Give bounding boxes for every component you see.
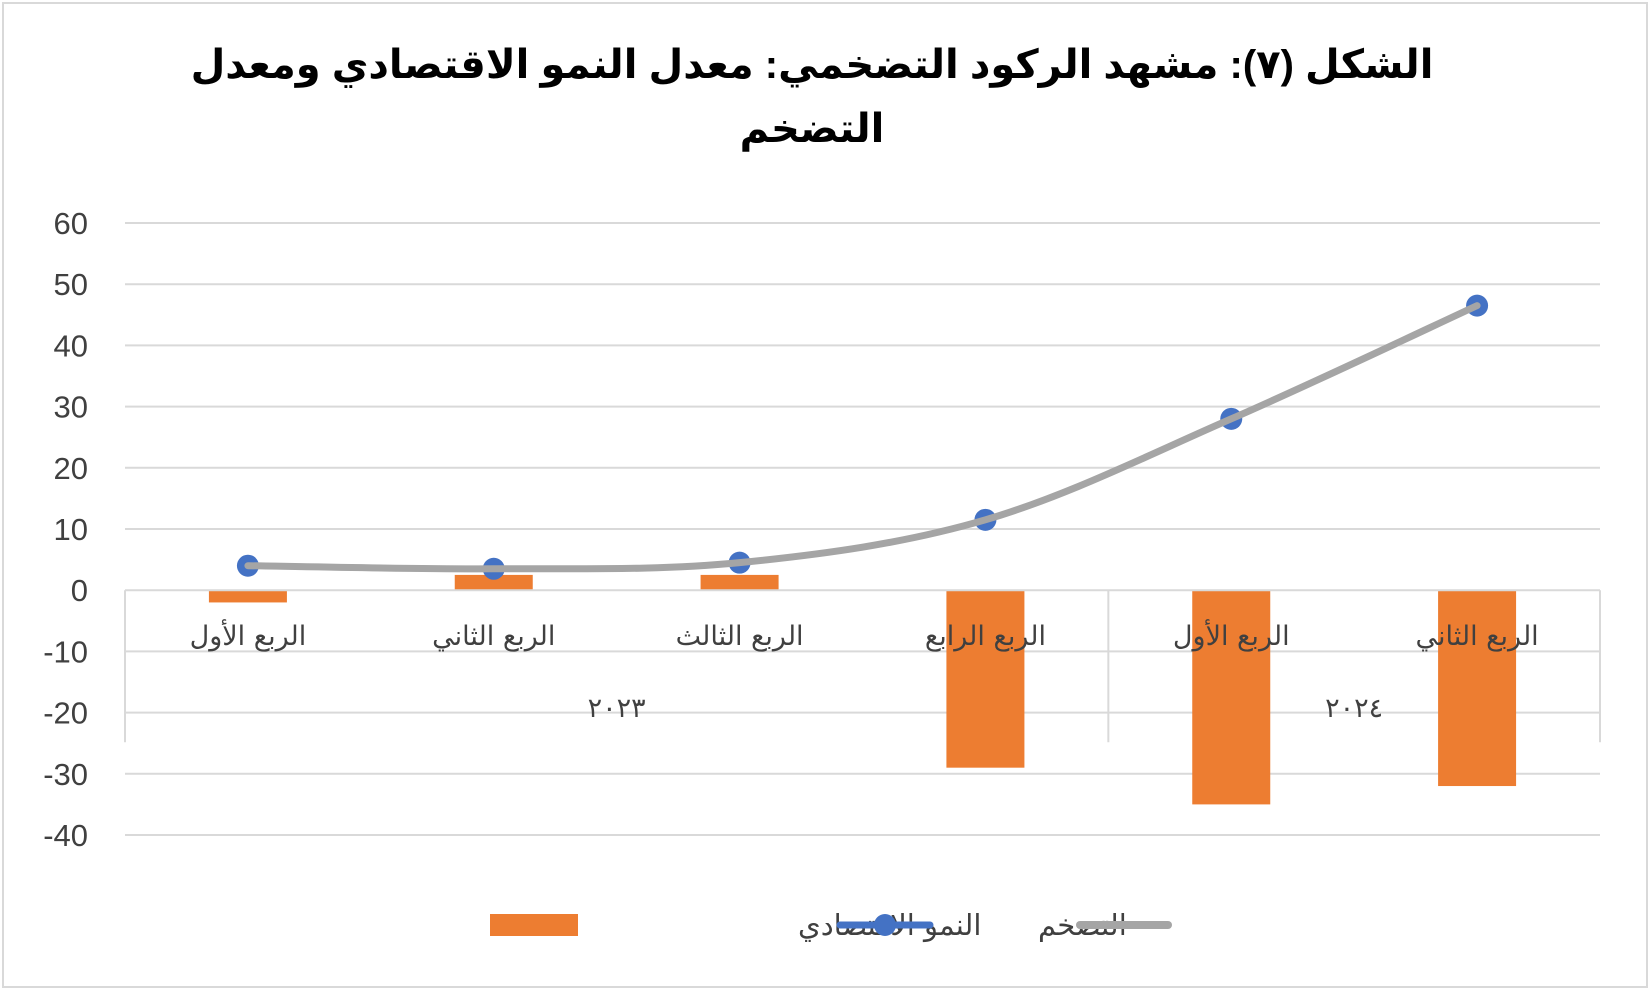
chart-title-line2: التضخم [740, 107, 885, 152]
legend-marker-inflation [874, 914, 896, 936]
y-tick-label: 60 [54, 206, 88, 241]
y-tick-label: -40 [43, 818, 88, 853]
line-series [236, 294, 1489, 580]
bar-growth [1192, 590, 1271, 805]
bar-series [208, 574, 1517, 805]
x-tick-label: الربع الرابع [925, 621, 1046, 652]
x-tick-label: الربع الثاني [1415, 621, 1538, 652]
y-tick-label: 20 [54, 451, 88, 486]
trend-line [244, 302, 1481, 573]
y-tick-label: -30 [43, 757, 88, 792]
gridlines [125, 222, 1600, 836]
y-tick-label: 40 [54, 328, 88, 363]
bar-growth [454, 574, 533, 591]
x-tick-label: الربع الأول [1173, 618, 1290, 652]
group-label: ٢٠٢٣ [588, 693, 646, 724]
y-tick-label: 10 [54, 512, 88, 547]
bar-growth [208, 590, 287, 603]
y-tick-label: -20 [43, 696, 88, 731]
bar-growth [700, 574, 779, 591]
y-tick-label: 30 [54, 390, 88, 425]
legend-swatch-growth [490, 914, 578, 936]
category-axis: الربع الأول الربع الثاني الربع الثالث الربع… [124, 589, 1601, 743]
y-axis-ticks: -40 -30 -20 -10 0 10 20 30 40 50 60 [43, 206, 88, 853]
chart-title-line1: الشكل (٧): مشهد الركود التضخمي: معدل الن… [191, 43, 1434, 88]
y-tick-label: 50 [54, 267, 88, 302]
group-label: ٢٠٢٤ [1325, 693, 1383, 724]
bar-growth [1438, 590, 1517, 787]
y-tick-label: -10 [43, 634, 88, 669]
x-tick-label: الربع الثالث [676, 621, 804, 652]
bar-growth [946, 590, 1025, 768]
x-tick-label: الربع الثاني [432, 621, 555, 652]
x-tick-label: الربع الأول [190, 618, 307, 652]
legend: النمو الاقتصادي التضخم [490, 908, 1172, 943]
y-tick-label: 0 [71, 573, 88, 608]
